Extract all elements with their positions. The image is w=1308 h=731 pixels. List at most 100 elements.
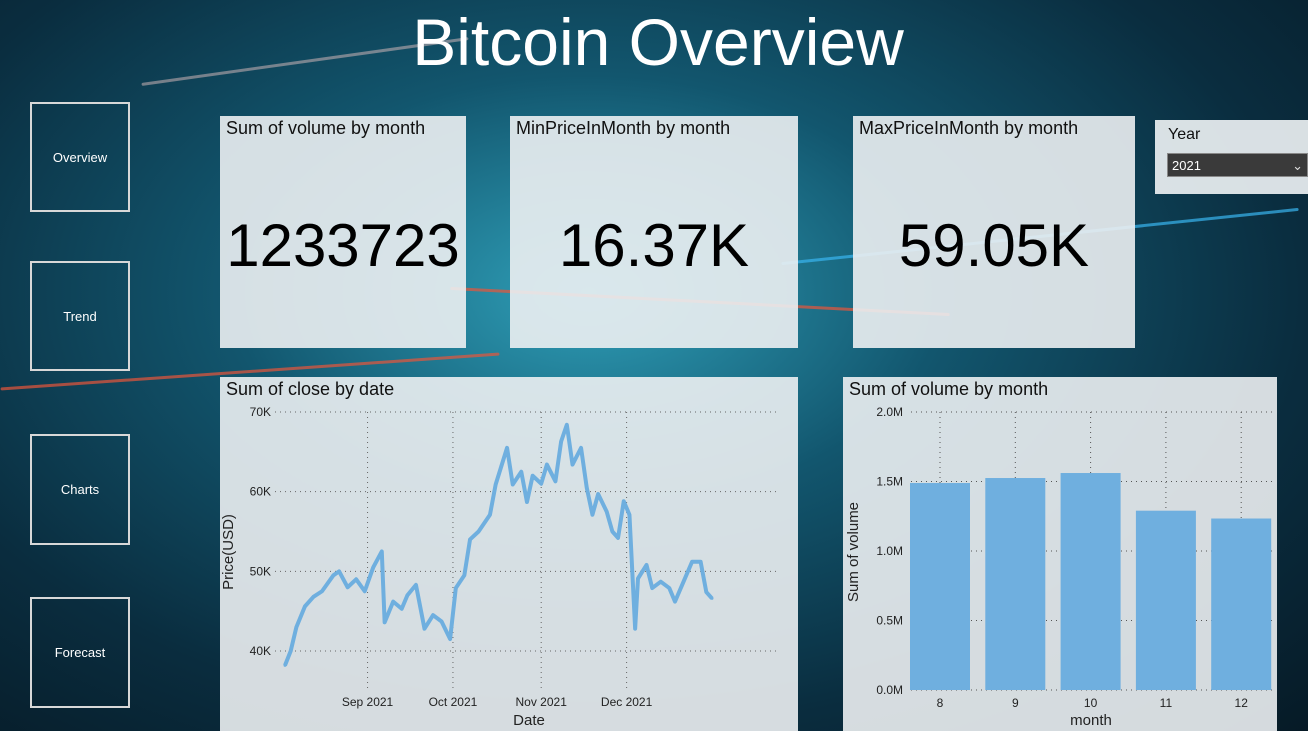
data-point <box>633 627 637 631</box>
y-tick-label: 1.5M <box>876 475 903 489</box>
data-point <box>553 479 557 483</box>
bar <box>1211 518 1272 690</box>
y-tick-label: 70K <box>250 405 271 419</box>
data-point <box>294 625 298 629</box>
data-point <box>559 439 563 443</box>
data-point <box>440 620 444 624</box>
data-point <box>331 573 335 577</box>
page-title: Bitcoin Overview <box>412 5 904 79</box>
kpi-title: MaxPriceInMonth by month <box>859 118 1079 138</box>
year-slicer: Year 2021 ⌄ <box>1155 120 1308 194</box>
data-point <box>610 530 614 533</box>
y-tick-label: 40K <box>250 644 271 658</box>
kpi-title: MinPriceInMonth by month <box>516 118 731 138</box>
data-point <box>545 463 549 467</box>
x-tick-label: Dec 2021 <box>601 695 653 709</box>
data-point <box>346 585 350 589</box>
data-point <box>673 600 677 604</box>
x-tick-label: 11 <box>1160 696 1173 710</box>
data-point <box>380 549 384 553</box>
bar-chart: Sum of volume month 0.0M 0.5M 1.0M 1.5M 2.0M… <box>845 405 1275 729</box>
x-tick-label: Oct 2021 <box>429 695 478 709</box>
data-point <box>391 600 395 604</box>
chevron-down-icon: ⌄ <box>1292 158 1303 173</box>
x-tick-label: Nov 2021 <box>516 695 568 709</box>
bar <box>1135 510 1196 690</box>
data-point <box>405 593 409 597</box>
data-point <box>519 470 523 474</box>
nav-button-overview[interactable]: Overview <box>30 102 130 212</box>
x-tick-label: 8 <box>937 696 944 710</box>
kpi-value: 59.05K <box>898 212 1090 279</box>
data-point <box>462 573 466 577</box>
kpi-card-volume: Sum of volume by month 1233723 <box>220 116 466 348</box>
data-point <box>320 589 324 593</box>
nav-button-charts[interactable]: Charts <box>30 434 130 545</box>
data-point <box>531 474 535 478</box>
data-point <box>283 663 287 667</box>
bar-chart-card: Sum of volume by month Sum of volume mon… <box>843 377 1277 731</box>
data-point <box>704 590 708 594</box>
y-tick-label: 0.0M <box>876 683 903 697</box>
x-tick-label: 12 <box>1235 696 1249 710</box>
bar <box>1060 473 1121 690</box>
data-point <box>699 560 703 564</box>
data-point <box>468 537 472 541</box>
data-point <box>525 500 529 504</box>
data-point <box>585 486 589 490</box>
data-point <box>383 620 387 624</box>
data-point <box>289 649 293 653</box>
price-line <box>283 422 714 667</box>
data-point <box>667 586 671 590</box>
kpi-value: 16.37K <box>558 212 750 279</box>
dropdown-value: 2021 <box>1172 158 1201 173</box>
y-tick-label: 60K <box>250 485 271 499</box>
bar <box>910 483 970 690</box>
data-point <box>590 513 594 517</box>
data-point <box>565 423 569 427</box>
data-point <box>605 510 609 514</box>
data-point <box>659 580 663 584</box>
data-point <box>645 563 649 567</box>
y-tick-label: 50K <box>250 564 271 578</box>
nav-button-forecast[interactable]: Forecast <box>30 597 130 708</box>
x-axis-label: Date <box>513 712 545 729</box>
data-point <box>454 586 458 590</box>
y-axis-label: Sum of volume <box>845 502 862 602</box>
nav-button-trend[interactable]: Trend <box>30 261 130 371</box>
data-point <box>650 586 654 590</box>
data-point <box>596 492 600 496</box>
data-point <box>616 536 620 540</box>
data-point <box>422 627 426 631</box>
x-tick-label: 9 <box>1012 696 1019 710</box>
y-tick-label: 1.0M <box>876 544 903 558</box>
data-point <box>363 589 367 593</box>
data-point <box>354 577 358 581</box>
data-point <box>511 482 515 486</box>
line-chart-card: Sum of close by date Price(USD) Date 40K… <box>220 377 798 731</box>
slicer-label: Year <box>1168 126 1201 143</box>
data-point <box>488 513 492 517</box>
kpi-card-min-price: MinPriceInMonth by month 16.37K <box>510 116 798 348</box>
data-point <box>477 530 481 533</box>
data-point <box>371 565 375 569</box>
data-point <box>448 637 452 641</box>
data-point <box>303 604 307 608</box>
data-point <box>636 577 640 581</box>
kpi-title: Sum of volume by month <box>226 118 426 138</box>
year-dropdown[interactable]: 2021 ⌄ <box>1167 153 1308 177</box>
y-tick-label: 2.0M <box>876 405 903 419</box>
chart-title: Sum of close by date <box>226 379 395 399</box>
data-point <box>622 499 626 503</box>
data-point <box>571 463 575 467</box>
data-point <box>505 446 509 450</box>
x-tick-label: 10 <box>1084 696 1098 710</box>
data-point <box>414 583 418 587</box>
data-point <box>311 595 315 599</box>
data-point <box>690 560 694 564</box>
bar <box>985 478 1046 690</box>
data-point <box>710 596 714 600</box>
data-point <box>494 482 498 486</box>
data-point <box>627 513 631 517</box>
y-axis-label: Price(USD) <box>220 514 237 590</box>
